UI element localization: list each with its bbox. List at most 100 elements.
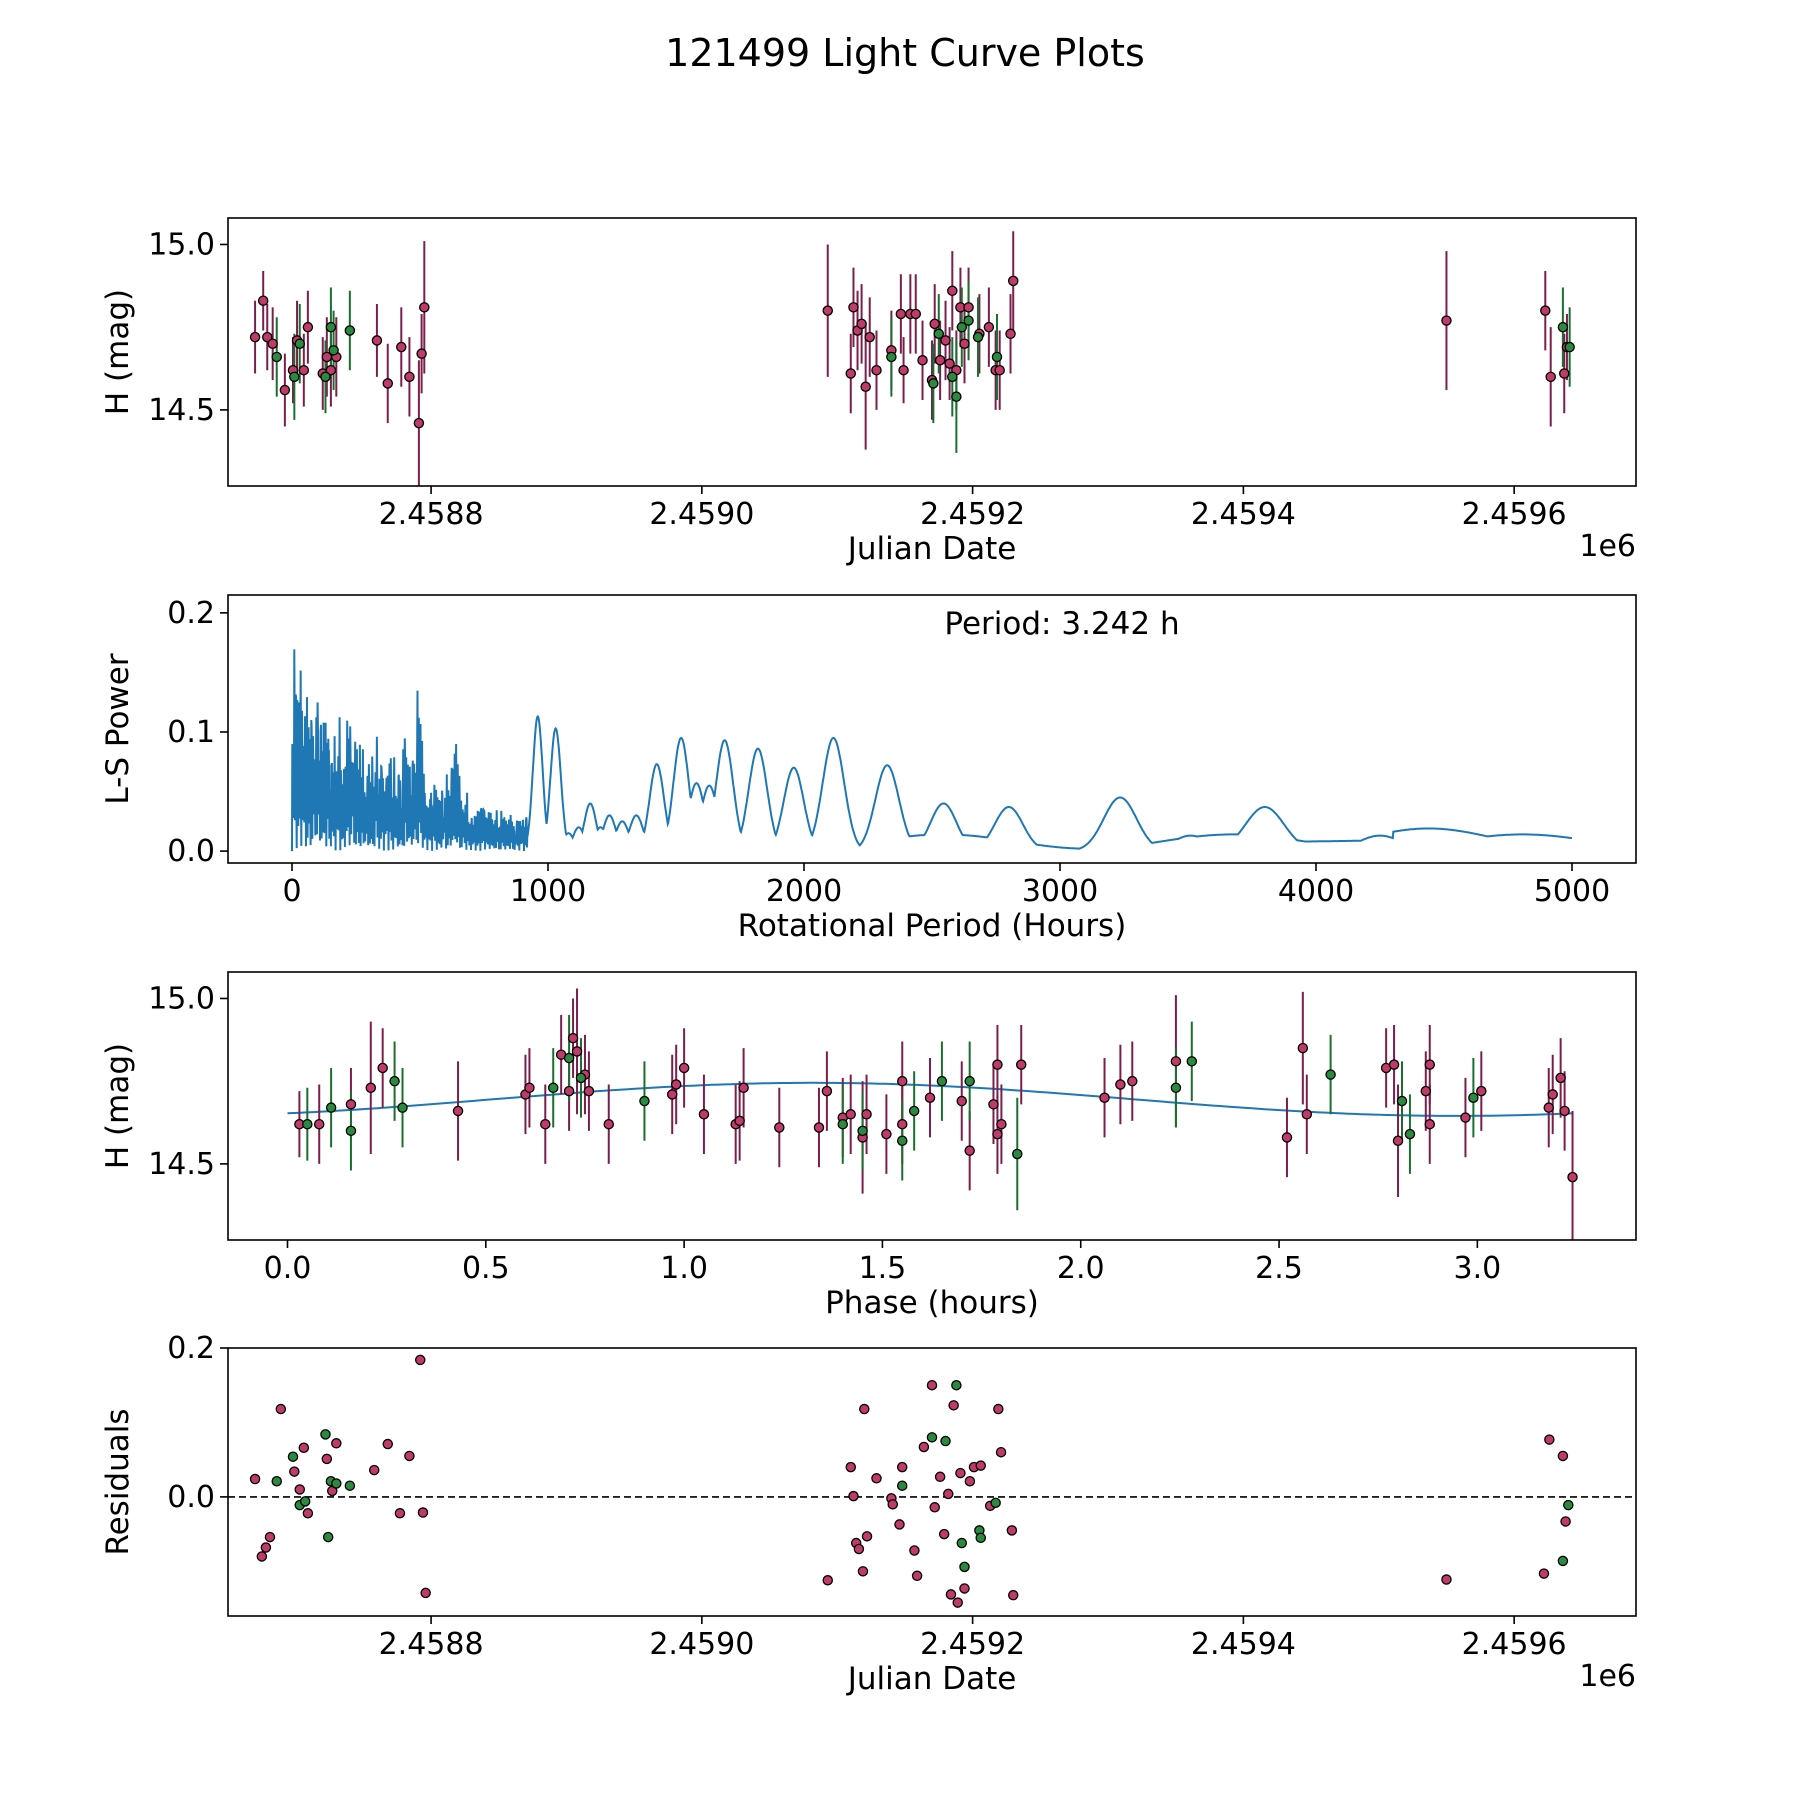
green-data-point [344, 325, 356, 336]
green-data-point [389, 1075, 400, 1087]
green-data-point [344, 1480, 356, 1491]
green-data-point [271, 1476, 282, 1487]
x-tick-label: 2.4592 [920, 497, 1025, 532]
maroon-data-point [895, 308, 907, 320]
x-axis-label: Rotational Period (Hours) [738, 908, 1127, 944]
maroon-data-point [859, 1403, 870, 1415]
maroon-data-point [404, 1450, 415, 1462]
green-data-point [1468, 1092, 1479, 1103]
maroon-data-point [1424, 1118, 1436, 1130]
green-data-point [563, 1052, 575, 1064]
maroon-data-point [861, 1109, 872, 1120]
maroon-data-point [955, 1467, 966, 1479]
y-axis-label: H (mag) [100, 289, 136, 415]
maroon-data-point [1555, 1072, 1566, 1084]
periodogram-panel: 0 1000 2000 3000 4000 5000 0.0 0.1 0.2 Rotational… [100, 594, 1637, 944]
y-tick-label: 14.5 [148, 1147, 215, 1182]
maroon-data-point [298, 1442, 310, 1454]
maroon-data-point [938, 1528, 950, 1540]
maroon-data-point [1281, 1132, 1293, 1143]
maroon-data-point [918, 1441, 930, 1453]
maroon-data-point [897, 1075, 908, 1087]
y-tick-label: 0.1 [167, 715, 215, 750]
x-tick-label: 2.4588 [379, 1627, 484, 1662]
maroon-data-point [1557, 1450, 1569, 1462]
maroon-data-point [929, 318, 940, 330]
maroon-data-point [377, 1062, 388, 1074]
x-tick-label: 3.0 [1453, 1251, 1501, 1286]
x-axis-label: Julian Date [846, 1661, 1017, 1697]
axes-frame [227, 594, 1637, 864]
maroon-data-point [948, 1400, 959, 1411]
maroon-data-point [452, 1105, 464, 1117]
maroon-data-point [822, 1575, 834, 1586]
maroon-data-point [1544, 1434, 1555, 1445]
green-data-point [287, 1451, 299, 1462]
maroon-data-point [956, 1095, 967, 1107]
maroon-data-point [898, 364, 909, 376]
y-axis-label: H (mag) [100, 1043, 136, 1169]
lightcurve-panel: 2.4588 2.4590 2.4592 2.4594 2.4596 14.5 15.0 Ju… [100, 217, 1637, 567]
maroon-data-point [365, 1082, 377, 1094]
x-tick-label: 1.0 [660, 1251, 708, 1286]
maroon-data-point [394, 1508, 406, 1519]
maroon-data-point [419, 302, 430, 313]
axes-frame [227, 217, 1637, 487]
maroon-data-point [567, 1032, 579, 1044]
maroon-data-point [1547, 1089, 1558, 1100]
green-data-point [928, 378, 939, 389]
green-data-point [302, 1118, 313, 1130]
maroon-data-point [993, 1403, 1004, 1415]
maroon-data-point [289, 1466, 300, 1477]
maroon-data-point [420, 1587, 431, 1599]
green-data-point [940, 1435, 951, 1447]
maroon-data-point [249, 1473, 261, 1485]
maroon-data-point [822, 305, 834, 316]
green-data-point [837, 1118, 849, 1130]
maroon-data-point [382, 1438, 394, 1450]
green-data-point [325, 1102, 337, 1113]
x-tick-label: 2.4594 [1191, 1627, 1296, 1662]
x-tick-label: 4000 [1278, 874, 1354, 909]
maroon-data-point [294, 1484, 306, 1495]
green-data-point [936, 1075, 948, 1087]
maroon-data-point [524, 1082, 535, 1094]
maroon-data-point [947, 285, 958, 297]
plot-panels: 2.4588 2.4590 2.4592 2.4594 2.4596 14.5 15.0 Ju… [100, 217, 1637, 1697]
maroon-data-point [279, 384, 291, 396]
maroon-data-point [1297, 1042, 1309, 1054]
green-data-point [331, 1478, 342, 1489]
maroon-data-point [944, 358, 955, 369]
maroon-data-point [774, 1122, 785, 1133]
axes-frame [227, 971, 1637, 1241]
maroon-data-point [871, 1473, 882, 1484]
phased-panel: 0.0 0.5 1.0 1.5 2.0 2.5 3.0 14.5 15.0 Phase (hour… [100, 971, 1637, 1321]
green-data-point [575, 1072, 587, 1084]
green-data-point [956, 321, 968, 333]
maroon-data-point [302, 321, 314, 333]
maroon-data-point [860, 381, 871, 392]
maroon-data-point [856, 318, 867, 330]
maroon-data-point [1545, 371, 1556, 383]
x-tick-label: 1.5 [859, 1251, 907, 1286]
green-data-point [1563, 1499, 1574, 1511]
maroon-data-point [1560, 1516, 1571, 1527]
green-data-point [328, 345, 339, 356]
green-data-point [345, 1125, 357, 1137]
maroon-data-point [963, 302, 974, 313]
maroon-data-point [996, 1118, 1007, 1130]
maroon-data-point [540, 1118, 551, 1130]
maroon-data-point [910, 308, 922, 320]
axes-frame [227, 1347, 1637, 1617]
maroon-data-point [257, 295, 269, 306]
maroon-data-point [396, 341, 407, 353]
maroon-data-point [894, 1519, 905, 1530]
maroon-data-point [1015, 1059, 1027, 1070]
green-data-point [1186, 1056, 1198, 1067]
green-data-point [933, 328, 945, 340]
maroon-data-point [988, 1099, 999, 1110]
green-data-point [972, 331, 984, 343]
maroon-data-point [964, 1476, 976, 1487]
